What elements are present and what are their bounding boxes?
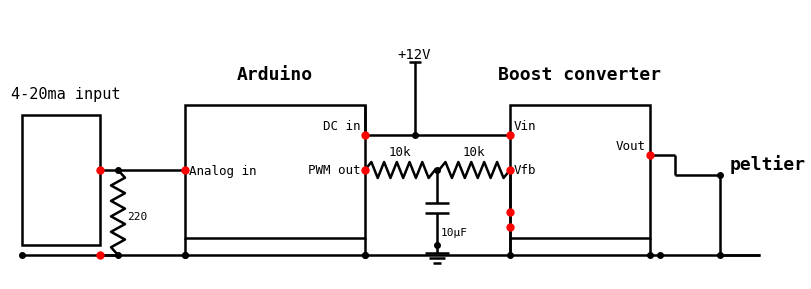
Text: +12V: +12V: [397, 48, 430, 62]
Text: 220: 220: [127, 212, 147, 222]
Text: Boost converter: Boost converter: [498, 66, 661, 84]
Text: PWM out: PWM out: [308, 164, 361, 177]
Bar: [509, 105, 649, 238]
Bar: [22, 115, 100, 245]
Text: Arduino: Arduino: [237, 66, 313, 84]
Text: Vfb: Vfb: [513, 164, 536, 177]
Text: 10k: 10k: [462, 145, 485, 158]
Text: peltier: peltier: [729, 155, 805, 175]
Text: 4-20ma input: 4-20ma input: [11, 88, 120, 103]
Text: Analog in: Analog in: [189, 164, 256, 177]
Text: 10k: 10k: [388, 145, 410, 158]
Text: DC in: DC in: [323, 120, 361, 133]
Bar: [185, 105, 365, 238]
Text: 10μF: 10μF: [440, 228, 467, 238]
Text: Vout: Vout: [616, 140, 646, 153]
Text: Vin: Vin: [513, 120, 536, 133]
